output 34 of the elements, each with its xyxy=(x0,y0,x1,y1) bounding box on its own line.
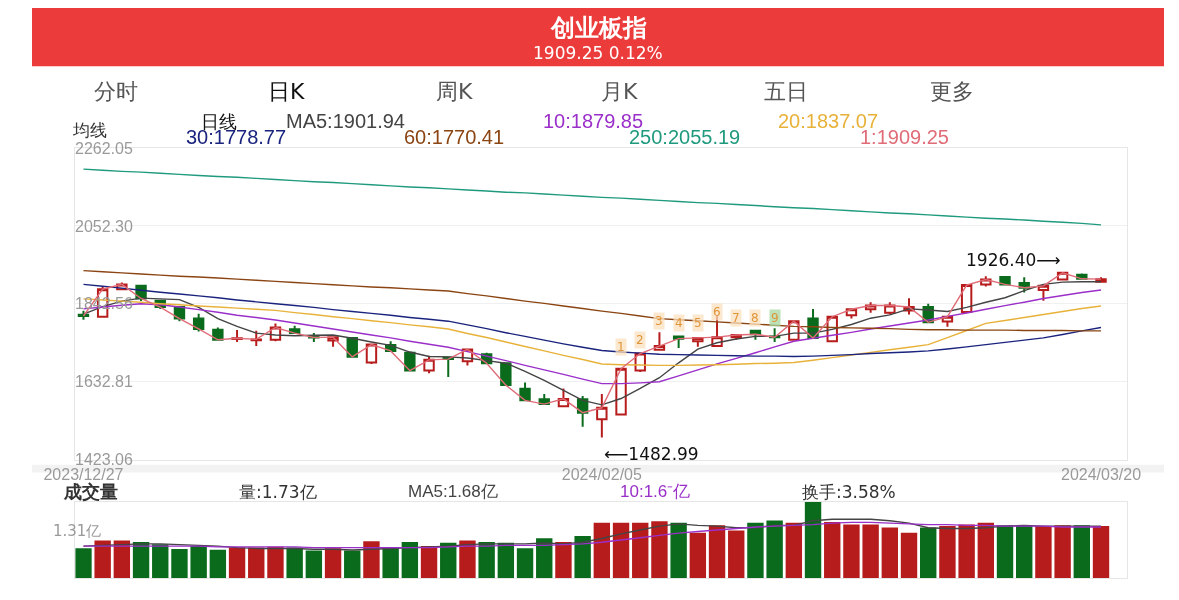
text: 60:1770.41 xyxy=(404,126,505,148)
x-tick-label: 2024/02/05 xyxy=(561,466,642,484)
text: 分时 xyxy=(94,79,138,104)
text: 均线 xyxy=(72,120,107,140)
annotation: 3 xyxy=(655,314,663,328)
y-tick-label: 1632.81 xyxy=(75,373,133,391)
chart-title: 成交量 xyxy=(63,481,118,502)
annotation: 1.31亿 xyxy=(53,522,102,540)
annotation: 5 xyxy=(694,316,702,330)
annotation: 6 xyxy=(713,305,721,319)
text: 五日 xyxy=(764,79,808,104)
chart-title: 创业板指 xyxy=(550,14,647,42)
text: 日K xyxy=(268,79,305,104)
text: 更多 xyxy=(930,79,974,104)
text: 月K xyxy=(601,79,638,104)
annotation: 换手:3.58% xyxy=(802,482,896,502)
series-label: 10:1.6⁻亿 xyxy=(620,482,691,501)
annotation: 8 xyxy=(751,311,759,325)
chart-subtitle: 1909.25 0.12% xyxy=(533,43,663,63)
annotation: 2 xyxy=(636,333,644,347)
text: MA5:1901.94 xyxy=(286,110,405,132)
annotation: 量:1.73亿 xyxy=(239,482,317,502)
annotation: 4 xyxy=(675,316,683,330)
annotation: 7 xyxy=(732,311,740,325)
x-tick-label: 2024/03/20 xyxy=(1060,466,1142,484)
annotation: 9 xyxy=(771,311,779,325)
text: MA5:1.68亿 xyxy=(408,482,498,501)
y-tick-label: 1423.06 xyxy=(75,451,133,469)
annotation: 1 xyxy=(617,340,625,354)
y-tick-label: 2052.30 xyxy=(75,217,133,235)
annotation: ⟵1482.99 xyxy=(604,444,699,464)
y-tick-label: 2262.05 xyxy=(75,139,133,157)
annotation: 1926.40⟶ xyxy=(966,250,1061,270)
text: 周K xyxy=(436,79,473,104)
